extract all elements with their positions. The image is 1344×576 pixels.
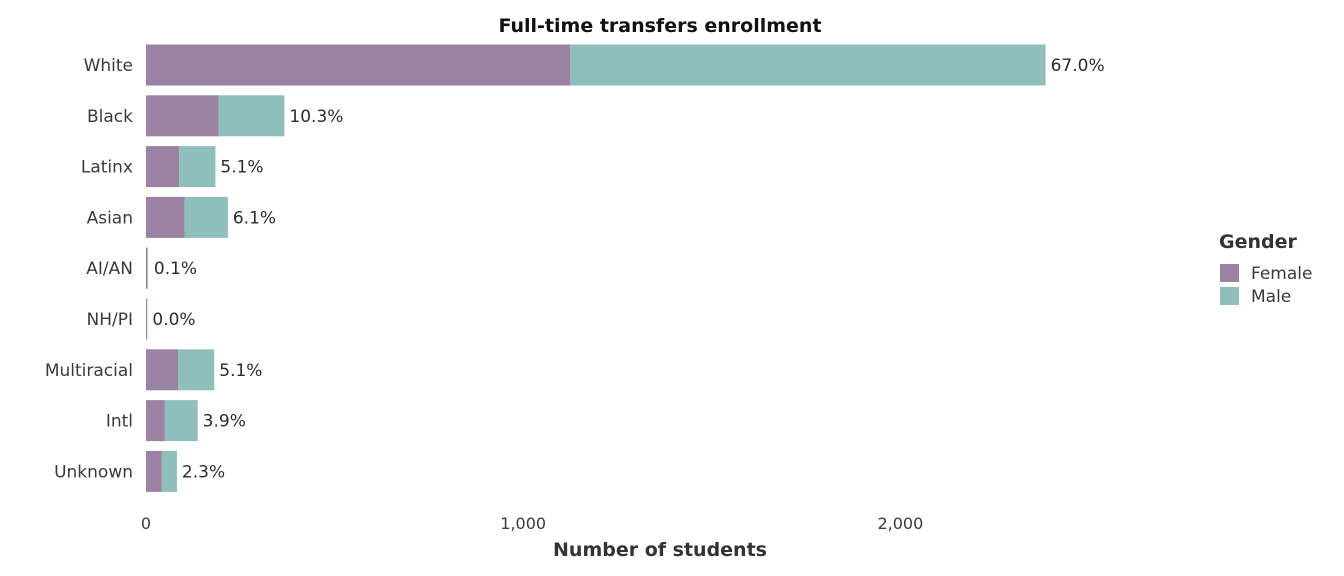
legend-label-male: Male [1251, 287, 1291, 307]
category-label: Asian [87, 208, 133, 228]
bar-female-multiracial [146, 349, 179, 391]
bar-female-black [146, 95, 219, 137]
legend-label-female: Female [1251, 264, 1312, 284]
bar-male-black [218, 95, 285, 137]
bar-male-latinx [179, 146, 216, 188]
bar-male-intl [164, 400, 198, 442]
legend: Gender Female Male [1219, 231, 1312, 307]
data-label: 67.0% [1051, 56, 1105, 76]
bar-female-asian [146, 196, 185, 238]
x-axis-title: Number of students [553, 539, 767, 561]
x-tick-label: 1,000 [500, 514, 546, 533]
bar-male-white [570, 44, 1046, 86]
legend-swatch-female [1220, 264, 1239, 282]
category-label: Black [87, 107, 133, 127]
x-tick-label: 2,000 [877, 514, 923, 533]
category-label: Intl [106, 412, 133, 432]
category-labels: White Black Latinx Asian AI/AN NH/PI Multiraci… [45, 56, 133, 482]
bar-female-white [146, 44, 571, 86]
x-tick-label: 0 [141, 514, 151, 533]
data-label: 0.1% [154, 259, 197, 279]
data-labels: 67.0% 10.3% 5.1% 6.1% 0.1% 0.0% 5.1% 3.9% 2.3% [152, 56, 1104, 482]
chart-title: Full-time transfers enrollment [498, 15, 821, 37]
bar-male-asian [184, 196, 228, 238]
category-label: Multiracial [45, 361, 133, 381]
bar-female-latinx [146, 146, 180, 188]
bar-female-intl [146, 400, 165, 442]
data-label: 6.1% [233, 208, 276, 228]
category-label: NH/PI [87, 310, 134, 330]
bar-male-ai-an [147, 247, 148, 289]
category-label: White [84, 56, 133, 76]
data-label: 10.3% [289, 107, 343, 127]
bar-min-marker [146, 298, 148, 340]
data-label: 5.1% [220, 158, 263, 178]
bar-min-marker [146, 247, 148, 289]
legend-title: Gender [1219, 231, 1297, 253]
data-label: 2.3% [182, 462, 225, 482]
category-label: Unknown [54, 462, 133, 482]
legend-swatch-male [1220, 287, 1239, 305]
data-label: 0.0% [152, 310, 195, 330]
bar-male-unknown [161, 450, 177, 492]
data-label: 3.9% [203, 412, 246, 432]
data-label: 5.1% [219, 361, 262, 381]
bars-layer [146, 44, 1046, 492]
bar-female-unknown [146, 450, 162, 492]
bar-male-multiracial [178, 349, 215, 391]
x-axis-ticks: 0 1,000 2,000 [141, 514, 923, 533]
category-label: Latinx [81, 158, 133, 178]
category-label: AI/AN [86, 259, 133, 279]
